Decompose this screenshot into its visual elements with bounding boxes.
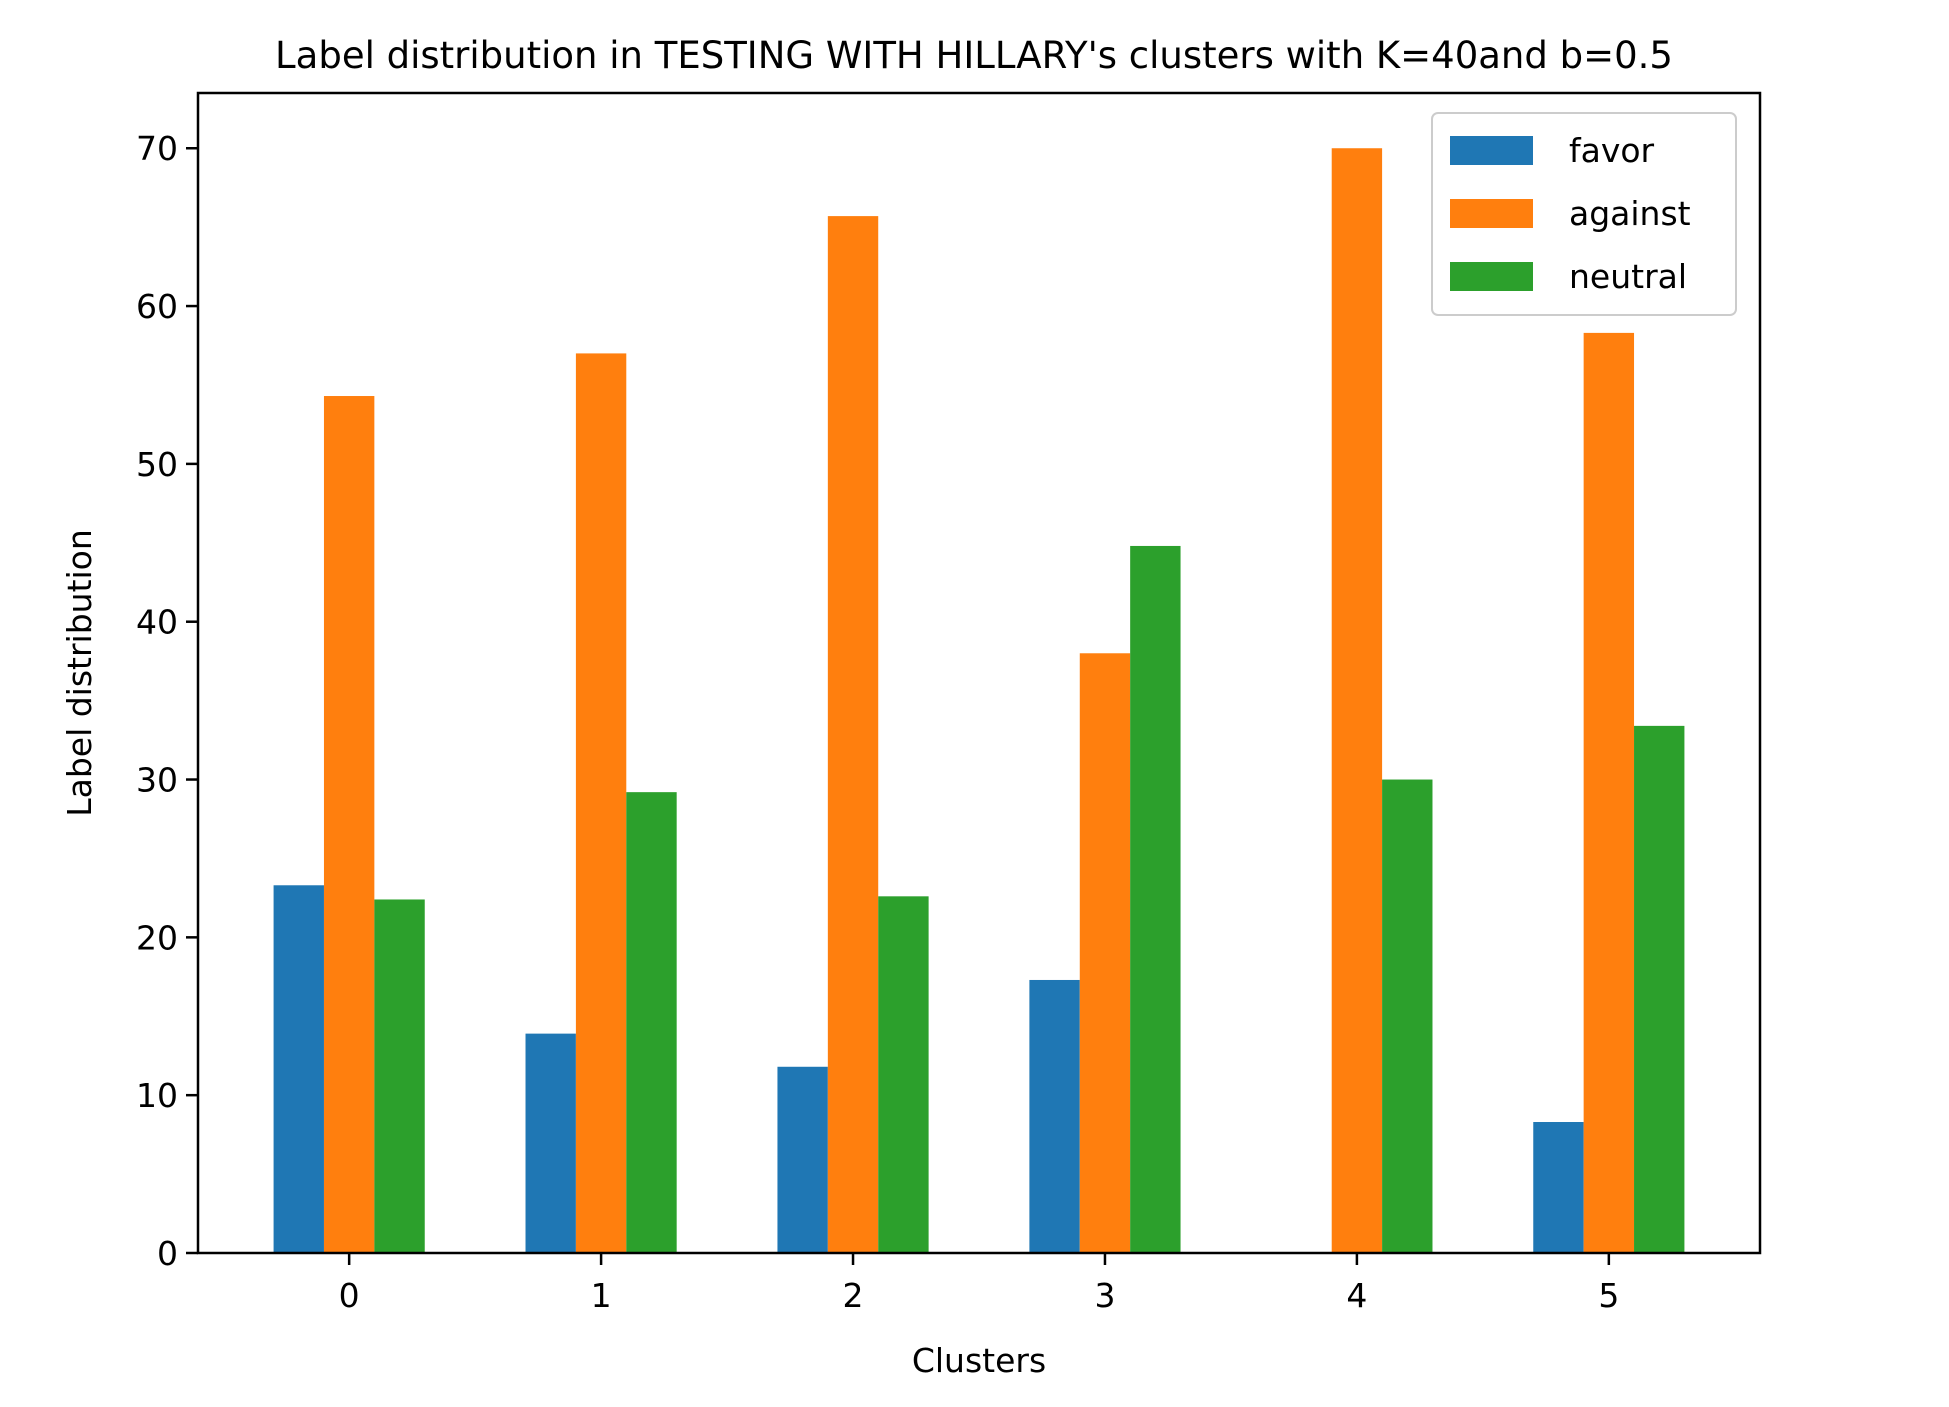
bar-favor-2: [777, 1066, 828, 1253]
bar-favor-3: [1029, 979, 1080, 1253]
y-tick-label: 20: [136, 918, 178, 957]
bars-layer: [273, 148, 1685, 1254]
bar-neutral-5: [1634, 725, 1685, 1253]
x-tick-label: 4: [1346, 1276, 1367, 1315]
bar-against-3: [1079, 653, 1131, 1253]
legend-swatch-neutral: [1450, 262, 1533, 291]
bar-neutral-0: [374, 899, 425, 1253]
bar-favor-5: [1533, 1122, 1584, 1253]
y-tick-label: 60: [136, 287, 178, 326]
legend: favor against neutral: [1431, 112, 1737, 316]
legend-label-neutral: neutral: [1569, 257, 1687, 296]
plot-frame: [196, 91, 1762, 1255]
x-axis-label: Clusters: [912, 1341, 1046, 1380]
y-tick-label: 70: [136, 129, 178, 168]
y-tick-label: 10: [136, 1076, 178, 1115]
chart-title: Label distribution in TESTING WITH HILLA…: [275, 34, 1673, 77]
legend-swatch-favor: [1450, 136, 1533, 165]
x-tick-label: 2: [843, 1276, 864, 1315]
y-tick-label: 40: [136, 603, 178, 642]
y-tick-label: 50: [136, 445, 178, 484]
bar-neutral-3: [1130, 545, 1181, 1253]
bar-neutral-4: [1382, 779, 1433, 1253]
bar-favor-0: [273, 885, 324, 1253]
x-axis: 0 1 2 3 4 5: [339, 1253, 1619, 1315]
bar-against-2: [827, 216, 879, 1253]
bar-against-5: [1583, 332, 1635, 1254]
bar-neutral-1: [626, 792, 677, 1253]
legend-swatch-against: [1450, 199, 1533, 228]
x-tick-label: 5: [1598, 1276, 1619, 1315]
bar-against-0: [323, 396, 375, 1254]
x-tick-label: 1: [591, 1276, 612, 1315]
y-tick-label: 0: [157, 1234, 178, 1273]
y-axis: 0 10 20 30 40 50 60 70: [136, 129, 198, 1273]
bar-against-1: [575, 353, 627, 1253]
x-tick-label: 0: [339, 1276, 360, 1315]
bar-favor-1: [525, 1033, 576, 1253]
bar-neutral-2: [878, 896, 929, 1253]
bar-against-4: [1331, 148, 1383, 1254]
x-tick-label: 3: [1094, 1276, 1115, 1315]
legend-label-favor: favor: [1569, 131, 1655, 170]
y-axis-label: Label distribution: [60, 529, 99, 817]
y-tick-label: 30: [136, 761, 178, 800]
legend-label-against: against: [1569, 194, 1691, 233]
